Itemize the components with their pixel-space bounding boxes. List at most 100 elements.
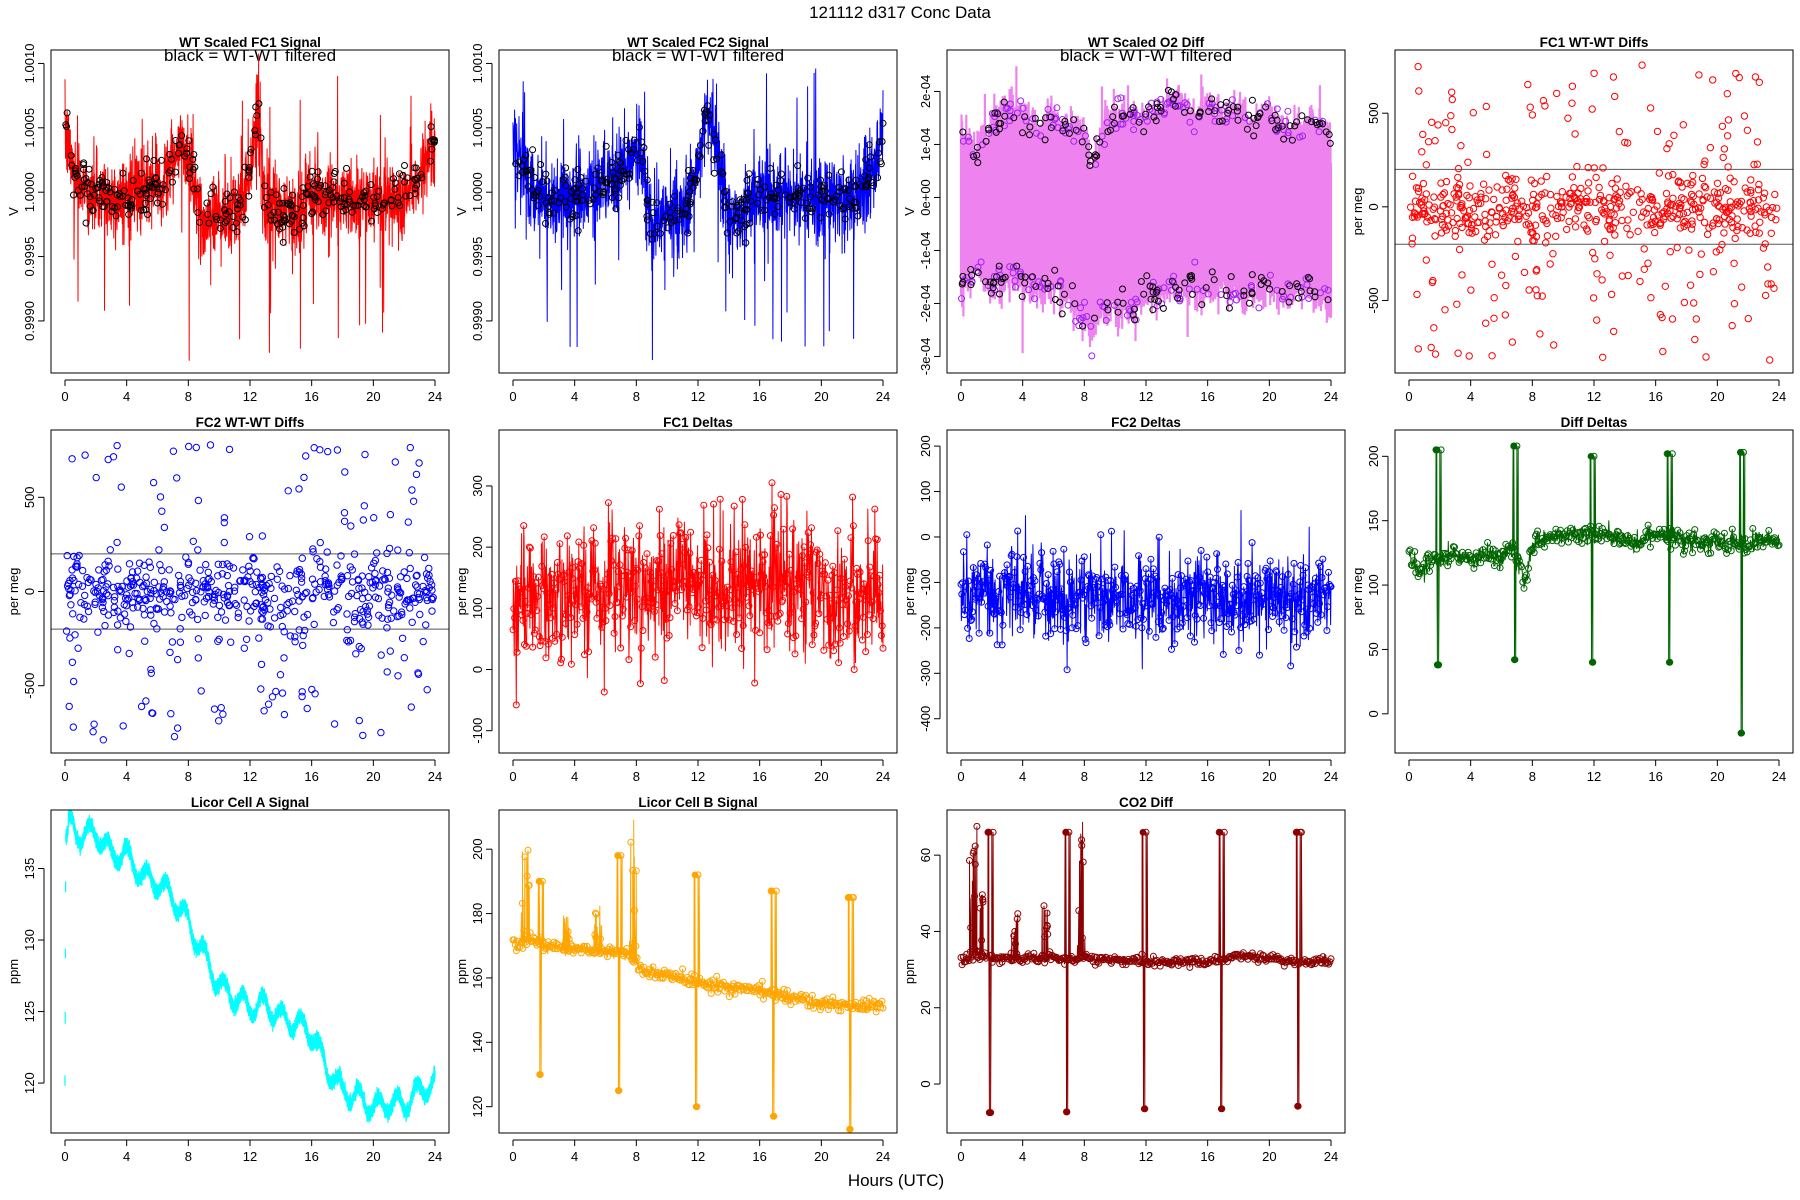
data-point (241, 163, 249, 171)
data-point (308, 575, 317, 583)
data-point (245, 174, 253, 182)
data-point (1080, 124, 1088, 132)
data-point (613, 599, 621, 606)
data-point (876, 138, 884, 146)
data-point (98, 603, 107, 612)
data-point (804, 174, 812, 182)
data-point (978, 949, 985, 957)
data-point (355, 584, 363, 593)
data-point (400, 568, 408, 576)
data-point (114, 646, 122, 654)
data-point (358, 584, 366, 592)
data-point (1589, 294, 1598, 302)
x-tick-label: 0 (61, 389, 68, 404)
data-point (1678, 541, 1686, 549)
data-point (1325, 568, 1332, 576)
data-point (74, 644, 82, 652)
data-point (876, 1000, 884, 1008)
data-point (998, 641, 1006, 649)
data-point (985, 130, 993, 137)
data-point (1669, 194, 1677, 203)
data-point (701, 117, 709, 125)
data-point (119, 169, 127, 177)
data-point (692, 576, 699, 584)
data-point (1058, 310, 1066, 318)
data-point (1775, 541, 1783, 549)
data-point (134, 187, 142, 195)
data-point (287, 201, 295, 209)
data-point (1755, 78, 1764, 87)
panel-frame (946, 429, 1346, 754)
data-point (1196, 108, 1204, 116)
data-point (1040, 902, 1048, 910)
data-point (1538, 292, 1547, 300)
data-point (1094, 594, 1102, 601)
data-point (381, 199, 388, 207)
data-point (1492, 212, 1501, 221)
data-point (758, 206, 765, 214)
data-point (1637, 190, 1645, 198)
data-point (1448, 95, 1457, 104)
data-point (1049, 547, 1057, 555)
data-point (72, 167, 80, 175)
data-point (1150, 113, 1158, 121)
data-point (845, 592, 852, 600)
data-point (1149, 306, 1157, 314)
x-axis: 0 4 8 12 16 20 24 (957, 1139, 1338, 1164)
data-point (368, 217, 375, 225)
data-point (1091, 314, 1098, 322)
data-point (1287, 293, 1295, 301)
data-point (158, 185, 166, 193)
data-point (1420, 203, 1428, 212)
x-tick-label: 8 (185, 389, 192, 404)
data-point (1133, 582, 1141, 590)
data-point (831, 999, 839, 1007)
data-point (1533, 530, 1540, 538)
data-point (977, 258, 985, 266)
data-point (360, 502, 368, 510)
data-point (1271, 609, 1279, 617)
data-point (73, 562, 81, 570)
data-point (793, 580, 801, 588)
data-point (697, 571, 704, 579)
data-point (1243, 125, 1251, 133)
data-point (538, 178, 546, 186)
plot-area (509, 819, 887, 1133)
data-point (1751, 222, 1759, 230)
data-point (110, 603, 119, 611)
data-point (1159, 304, 1167, 312)
data-point (215, 635, 223, 643)
data-point (787, 1001, 795, 1009)
data-point (155, 546, 163, 554)
data-point (333, 606, 341, 614)
panel-ylabel: V (6, 207, 21, 216)
data-point (246, 567, 254, 575)
data-point (1254, 114, 1262, 121)
x-tick-label: 8 (633, 769, 640, 784)
data-point (753, 579, 761, 587)
data-point (572, 594, 580, 602)
data-point (1154, 297, 1162, 305)
data-point (1688, 220, 1696, 228)
data-point (1129, 104, 1137, 112)
data-point (603, 581, 611, 589)
data-point (660, 217, 668, 225)
data-point (1595, 195, 1604, 204)
data-point (236, 576, 245, 585)
data-point (1085, 572, 1093, 580)
data-point (837, 1007, 845, 1015)
data-point (1567, 199, 1575, 208)
data-point (1597, 537, 1605, 545)
data-point (1014, 527, 1022, 535)
data-point (78, 582, 87, 590)
data-point (687, 975, 695, 983)
data-point (958, 295, 965, 303)
data-point (878, 997, 886, 1005)
data-point (786, 609, 794, 617)
data-point (94, 628, 102, 636)
data-point (358, 572, 366, 580)
data-point (729, 198, 737, 206)
data-point (1723, 132, 1732, 140)
